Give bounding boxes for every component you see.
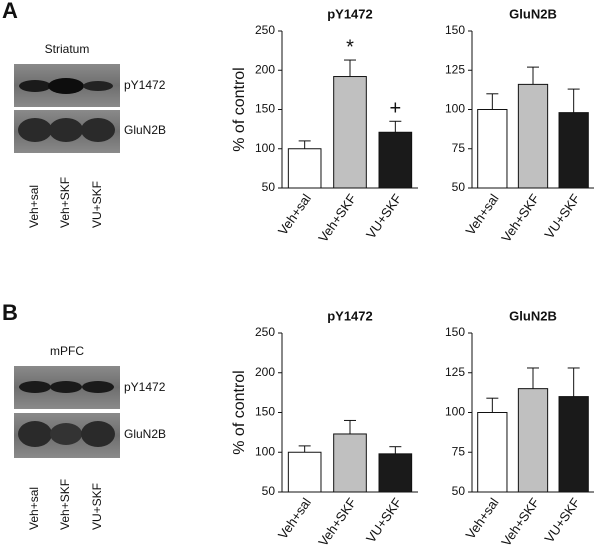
y-tick-label: 50 [262,484,276,498]
bar [517,388,549,493]
blot-band [50,381,82,393]
y-tick-label: 100 [445,102,465,116]
y-axis-label: % of control [231,370,248,454]
y-tick-label: 100 [255,141,275,155]
x-tick-label: Veh+sal [463,191,502,238]
chart-title: GluN2B [509,6,557,21]
bar [287,148,322,189]
blot-band [18,421,52,447]
y-tick-label: 75 [452,141,466,155]
band-label: GluN2B [124,123,166,137]
blot-band [48,78,84,94]
bar [333,76,367,189]
x-tick-label: Veh+sal [463,495,502,542]
x-tick-label: Veh+SKF [498,191,542,245]
x-tick-label: Veh+SKF [498,495,542,547]
bar [333,433,367,493]
panel-label: B [2,300,18,325]
lane-label: Veh+sal [27,185,41,228]
lane-label: VU+SKF [90,181,104,228]
x-tick-label: VU+SKF [541,495,583,545]
lane-label: Veh+SKF [58,177,72,228]
blot-band [19,80,51,92]
blot-band [81,421,115,447]
band-label: pY1472 [124,78,166,92]
y-tick-label: 50 [452,180,466,194]
blot-band [83,81,113,91]
y-axis-label: % of control [231,67,248,151]
y-tick-label: 150 [445,325,465,339]
blot-band [19,381,51,393]
blot-title: mPFC [50,344,84,358]
lane-label: VU+SKF [90,483,104,530]
significance-mark: + [389,98,401,120]
x-tick-label: Veh+SKF [315,495,359,547]
blot-band [50,423,82,445]
y-tick-label: 150 [255,405,275,419]
x-tick-label: VU+SKF [363,495,405,545]
bar [558,112,589,189]
y-tick-label: 200 [255,62,275,76]
chart-title: GluN2B [509,308,557,323]
y-tick-label: 250 [255,23,275,37]
bar [477,412,508,493]
y-tick-label: 150 [255,102,275,116]
bar [477,109,508,189]
significance-mark: * [346,36,354,58]
x-tick-label: Veh+sal [275,191,314,238]
y-tick-label: 200 [255,365,275,379]
band-label: pY1472 [124,380,166,394]
blot-band [81,118,115,142]
y-tick-label: 250 [255,325,275,339]
y-tick-label: 50 [262,180,276,194]
bar [558,396,589,493]
chart-title: pY1472 [327,6,373,21]
y-tick-label: 50 [452,484,466,498]
bar [287,451,322,493]
x-tick-label: Veh+sal [275,495,314,542]
x-tick-label: VU+SKF [541,191,583,241]
chart-title: pY1472 [327,308,373,323]
y-tick-label: 125 [445,62,465,76]
x-tick-label: Veh+SKF [315,191,359,245]
bar [378,131,413,189]
blot-images [14,64,120,458]
bar [517,83,549,189]
panel-label: A [2,0,18,23]
blot-band [49,118,83,142]
band-label: GluN2B [124,427,166,441]
y-tick-label: 100 [445,405,465,419]
y-tick-label: 125 [445,365,465,379]
lane-label: Veh+SKF [58,479,72,530]
blot-band [82,381,114,393]
y-tick-label: 150 [445,23,465,37]
blot-band [18,118,52,142]
bar [378,453,413,493]
blot-title: Striatum [45,42,90,56]
lane-label: Veh+sal [27,487,41,530]
x-tick-label: VU+SKF [363,191,405,241]
y-tick-label: 75 [452,444,466,458]
y-tick-label: 100 [255,444,275,458]
